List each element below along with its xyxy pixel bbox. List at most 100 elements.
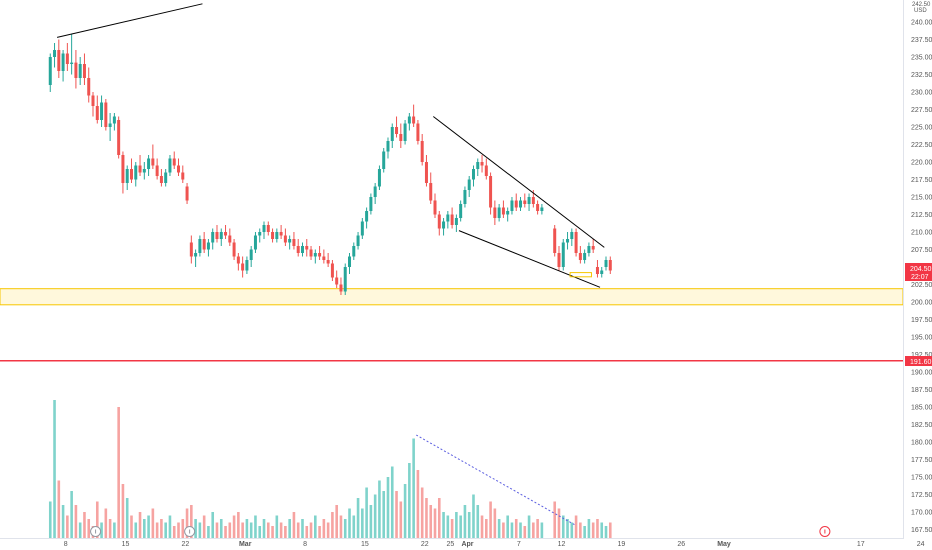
candle[interactable]: [189, 235, 193, 264]
candle[interactable]: [497, 204, 501, 222]
candle[interactable]: [540, 204, 544, 215]
candle[interactable]: [206, 239, 210, 257]
candle[interactable]: [493, 200, 497, 226]
candle[interactable]: [159, 169, 163, 187]
candle[interactable]: [356, 232, 360, 250]
candle[interactable]: [241, 256, 245, 278]
candle[interactable]: [343, 263, 347, 296]
candle[interactable]: [82, 53, 86, 86]
candle[interactable]: [253, 232, 257, 253]
candle[interactable]: [262, 221, 266, 240]
candle[interactable]: [471, 165, 475, 187]
candle[interactable]: [138, 155, 142, 176]
candle[interactable]: [424, 155, 428, 187]
candle[interactable]: [78, 57, 82, 85]
candle[interactable]: [578, 246, 582, 264]
candle[interactable]: [283, 228, 287, 247]
candle[interactable]: [442, 218, 446, 236]
candle[interactable]: [330, 260, 334, 281]
time-axis[interactable]: 8 15 22 Mar 8 15 22 25 Apr 7 12 19 26 May 17 24: [64, 541, 925, 548]
candle[interactable]: [142, 162, 146, 180]
candle[interactable]: [48, 53, 52, 93]
candle[interactable]: [300, 242, 304, 257]
candle[interactable]: [258, 228, 262, 243]
candle[interactable]: [202, 232, 206, 253]
candle[interactable]: [65, 43, 69, 71]
candle[interactable]: [125, 165, 129, 191]
candle[interactable]: [561, 239, 565, 271]
candle[interactable]: [117, 116, 121, 159]
candle[interactable]: [352, 242, 356, 261]
candle[interactable]: [87, 67, 91, 103]
candle[interactable]: [365, 207, 369, 229]
candle[interactable]: [360, 218, 364, 239]
candle[interactable]: [553, 225, 557, 257]
candle[interactable]: [480, 155, 484, 173]
candle[interactable]: [339, 277, 343, 296]
candle[interactable]: [57, 39, 61, 79]
candle[interactable]: [194, 249, 198, 268]
earnings-marker-feb[interactable]: [90, 526, 102, 537]
candle[interactable]: [399, 123, 403, 149]
candle[interactable]: [198, 235, 202, 257]
candle[interactable]: [566, 232, 570, 250]
candle[interactable]: [476, 158, 480, 177]
candle[interactable]: [536, 200, 540, 215]
candle[interactable]: [279, 225, 283, 239]
candle[interactable]: [454, 214, 458, 233]
candle[interactable]: [570, 228, 574, 247]
candle[interactable]: [407, 113, 411, 131]
candle[interactable]: [181, 165, 185, 184]
candle[interactable]: [91, 92, 95, 117]
candle[interactable]: [61, 50, 65, 82]
candle[interactable]: [587, 242, 591, 257]
candle[interactable]: [185, 183, 189, 204]
candle[interactable]: [514, 193, 518, 212]
candle[interactable]: [604, 256, 608, 271]
candle[interactable]: [309, 246, 313, 260]
candle[interactable]: [168, 155, 172, 176]
candle[interactable]: [437, 211, 441, 236]
candle[interactable]: [70, 33, 74, 75]
candle[interactable]: [177, 158, 181, 177]
candle[interactable]: [129, 158, 133, 184]
candle[interactable]: [373, 183, 377, 204]
candle[interactable]: [318, 246, 322, 260]
candle[interactable]: [147, 155, 151, 176]
candle[interactable]: [412, 104, 416, 127]
candle[interactable]: [583, 249, 587, 264]
candle[interactable]: [395, 116, 399, 138]
candle[interactable]: [271, 228, 275, 243]
candle[interactable]: [335, 270, 339, 289]
candle[interactable]: [164, 169, 168, 187]
candle[interactable]: [172, 151, 176, 170]
candle[interactable]: [527, 193, 531, 212]
candle[interactable]: [266, 221, 270, 236]
dividend-marker-feb[interactable]: [184, 526, 196, 537]
candle[interactable]: [429, 172, 433, 205]
support-zone[interactable]: [0, 288, 904, 306]
candle[interactable]: [95, 95, 99, 124]
candle[interactable]: [112, 113, 116, 131]
candle[interactable]: [292, 232, 296, 250]
candle[interactable]: [446, 211, 450, 229]
candle[interactable]: [523, 193, 527, 208]
candle[interactable]: [591, 239, 595, 253]
candle[interactable]: [510, 197, 514, 215]
wedge-lower[interactable]: [458, 230, 601, 288]
candle[interactable]: [224, 225, 228, 239]
candle[interactable]: [53, 43, 57, 68]
candle[interactable]: [416, 120, 420, 145]
candle[interactable]: [501, 200, 505, 219]
candle[interactable]: [463, 186, 467, 208]
candle[interactable]: [219, 228, 223, 247]
candle[interactable]: [420, 134, 424, 166]
price-axis[interactable]: 242.50 USD 240.00 237.50 235.00 232.50 230.0…: [911, 2, 932, 534]
candle[interactable]: [600, 267, 604, 278]
candle[interactable]: [459, 200, 463, 222]
candle[interactable]: [155, 158, 159, 180]
candle[interactable]: [595, 260, 599, 278]
candle[interactable]: [121, 151, 125, 194]
candle[interactable]: [288, 235, 292, 250]
